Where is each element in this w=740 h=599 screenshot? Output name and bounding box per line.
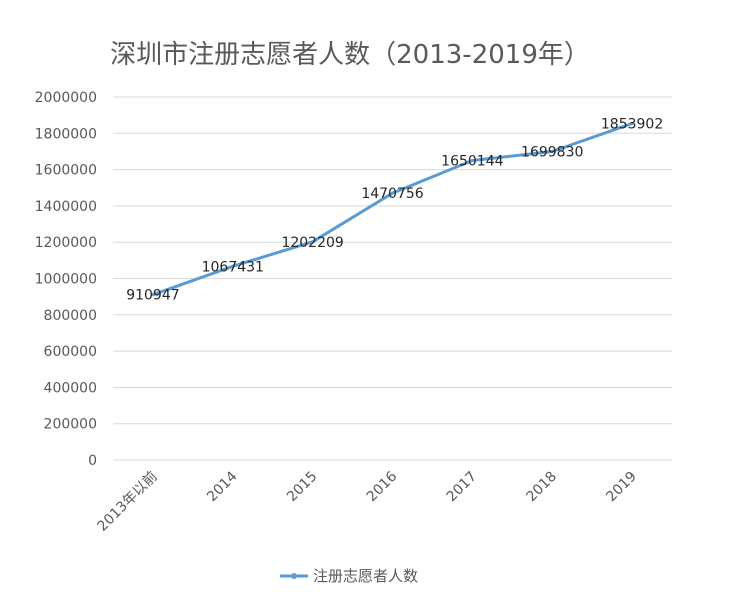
data-label: 1853902 xyxy=(601,117,663,133)
data-point xyxy=(550,149,554,153)
y-tick-label: 400000 xyxy=(44,380,97,396)
data-label: 1699830 xyxy=(521,144,583,160)
data-point xyxy=(151,293,155,297)
data-labels: 910947 1067431 1202209 1470756 1650144 169983… xyxy=(126,117,663,304)
y-tick-label: 1200000 xyxy=(35,235,97,251)
x-tick-label: 2013年以前 xyxy=(94,468,161,535)
data-label: 1067431 xyxy=(202,259,264,275)
y-axis-ticks: 0 200000 400000 600000 800000 1000000 1200000 1… xyxy=(35,90,97,469)
x-axis-ticks: 2013年以前 2014 2015 2016 2017 2018 2019 xyxy=(94,468,640,535)
x-tick-label: 2019 xyxy=(603,469,640,506)
legend-dot-marker xyxy=(291,573,297,579)
data-point xyxy=(231,264,235,268)
gridlines xyxy=(113,96,672,461)
legend-label: 注册志愿者人数 xyxy=(313,567,418,585)
y-tick-label: 800000 xyxy=(44,308,97,324)
y-tick-label: 1000000 xyxy=(35,272,97,288)
data-label: 1650144 xyxy=(441,153,503,169)
chart-title: 深圳市注册志愿者人数（2013-2019年） xyxy=(110,40,590,70)
data-point xyxy=(470,158,474,162)
y-tick-label: 600000 xyxy=(44,344,97,360)
legend: 注册志愿者人数 xyxy=(280,567,418,585)
series-layer xyxy=(151,122,634,297)
x-tick-label: 2015 xyxy=(284,469,321,506)
data-point xyxy=(391,191,394,195)
data-label: 1202209 xyxy=(281,235,343,251)
y-tick-label: 1400000 xyxy=(35,199,97,215)
x-tick-label: 2014 xyxy=(204,468,241,505)
y-tick-label: 1600000 xyxy=(35,163,97,179)
data-point xyxy=(630,122,634,126)
y-tick-label: 1800000 xyxy=(35,126,97,142)
y-tick-label: 0 xyxy=(88,453,97,469)
x-tick-label: 2017 xyxy=(444,469,481,506)
y-tick-label: 200000 xyxy=(44,417,97,433)
x-tick-label: 2018 xyxy=(524,469,561,506)
data-label: 910947 xyxy=(126,288,179,304)
y-tick-label: 2000000 xyxy=(35,90,97,106)
data-point xyxy=(311,240,315,244)
data-label: 1470756 xyxy=(361,186,423,202)
x-tick-label: 2016 xyxy=(364,468,401,505)
